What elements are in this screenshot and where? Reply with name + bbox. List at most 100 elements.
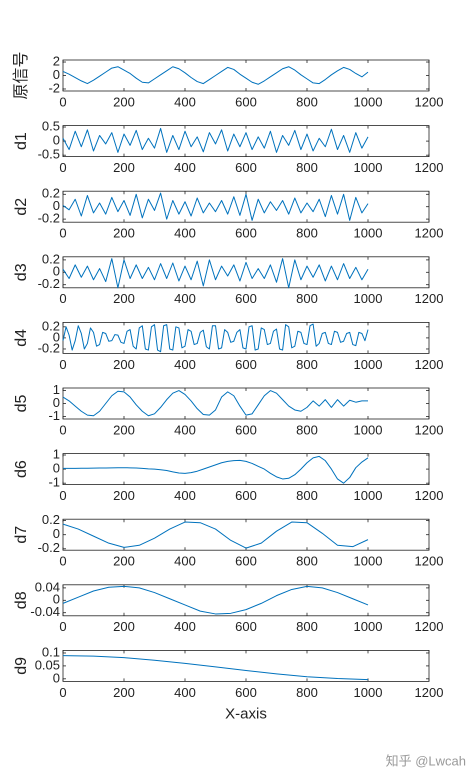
- y-axis-label: d6: [13, 460, 30, 478]
- x-tick-label: 1200: [415, 488, 444, 503]
- x-tick-label: 0: [59, 291, 66, 306]
- y-axis-label: d5: [13, 395, 30, 413]
- y-axis-label: d8: [13, 591, 30, 609]
- x-tick-label: 600: [235, 488, 257, 503]
- x-tick-label: 800: [296, 619, 318, 634]
- x-tick-label: 400: [174, 291, 196, 306]
- y-tick-label: -0.2: [38, 340, 60, 355]
- y-tick-label: 1: [53, 446, 60, 461]
- x-tick-label: 400: [174, 685, 196, 700]
- x-tick-label: 200: [113, 554, 135, 569]
- x-tick-label: 1200: [415, 554, 444, 569]
- x-tick-label: 800: [296, 291, 318, 306]
- x-tick-label: 800: [296, 422, 318, 437]
- y-tick-label: -0.2: [38, 211, 60, 226]
- y-tick-label: 0: [53, 461, 60, 476]
- x-tick-label: 200: [113, 94, 135, 109]
- watermark: 知乎 @Lwcah: [386, 753, 466, 768]
- signal-line: [62, 323, 369, 353]
- x-tick-label: 1200: [415, 422, 444, 437]
- x-tick-label: 1200: [415, 226, 444, 241]
- x-tick-label: 400: [174, 94, 196, 109]
- x-tick-label: 200: [113, 422, 135, 437]
- x-axis-label: X-axis: [225, 705, 267, 722]
- x-tick-label: 0: [59, 357, 66, 372]
- y-tick-label: 0.1: [42, 644, 60, 659]
- x-tick-label: 600: [235, 94, 257, 109]
- y-tick-label: 1: [53, 382, 60, 397]
- x-tick-label: 200: [113, 685, 135, 700]
- signal-line: [62, 66, 369, 85]
- x-tick-label: 400: [174, 554, 196, 569]
- x-tick-label: 0: [59, 685, 66, 700]
- x-tick-label: 600: [235, 619, 257, 634]
- y-tick-label: -1: [48, 475, 60, 490]
- y-tick-label: 0: [53, 395, 60, 410]
- y-tick-label: -0.5: [38, 147, 60, 162]
- x-tick-label: 200: [113, 226, 135, 241]
- x-tick-label: 1200: [415, 685, 444, 700]
- x-tick-label: 400: [174, 226, 196, 241]
- x-tick-label: 600: [235, 422, 257, 437]
- x-tick-label: 1000: [354, 422, 383, 437]
- x-tick-label: 0: [59, 619, 66, 634]
- y-axis-label: d7: [13, 526, 30, 544]
- x-tick-label: 1200: [415, 94, 444, 109]
- y-tick-label: 0: [53, 670, 60, 685]
- y-axis-label: d2: [13, 198, 30, 216]
- x-tick-label: 600: [235, 226, 257, 241]
- x-tick-label: 1000: [354, 160, 383, 175]
- x-tick-label: 0: [59, 422, 66, 437]
- y-tick-label: 2: [53, 53, 60, 68]
- x-tick-label: 200: [113, 488, 135, 503]
- x-tick-label: 1200: [415, 160, 444, 175]
- y-tick-label: -0.04: [30, 604, 60, 619]
- signal-line: [62, 655, 369, 681]
- x-tick-label: 400: [174, 488, 196, 503]
- y-tick-label: 0.04: [35, 579, 60, 594]
- x-tick-label: 0: [59, 160, 66, 175]
- x-tick-label: 600: [235, 160, 257, 175]
- signal-line: [62, 521, 369, 549]
- x-tick-label: 600: [235, 554, 257, 569]
- x-tick-label: 800: [296, 554, 318, 569]
- x-tick-label: 400: [174, 357, 196, 372]
- y-tick-label: 0: [53, 67, 60, 82]
- y-tick-label: 0: [53, 592, 60, 607]
- signal-line: [62, 192, 369, 221]
- x-tick-label: 0: [59, 226, 66, 241]
- x-tick-label: 400: [174, 619, 196, 634]
- x-tick-label: 1000: [354, 619, 383, 634]
- x-tick-label: 600: [235, 685, 257, 700]
- y-axis-label: d3: [13, 263, 30, 281]
- y-tick-label: 0.2: [42, 512, 60, 527]
- y-tick-label: 0: [53, 526, 60, 541]
- y-tick-label: 0.2: [42, 186, 60, 201]
- x-tick-label: 1000: [354, 685, 383, 700]
- x-tick-label: 1000: [354, 226, 383, 241]
- x-tick-label: 800: [296, 488, 318, 503]
- x-tick-label: 400: [174, 160, 196, 175]
- y-axis-label: d9: [13, 657, 30, 675]
- x-tick-label: 1000: [354, 554, 383, 569]
- y-tick-label: 0.2: [42, 251, 60, 266]
- x-tick-label: 1200: [415, 619, 444, 634]
- signal-line: [63, 455, 369, 484]
- y-axis-label: d1: [13, 132, 30, 150]
- x-tick-label: 1000: [354, 488, 383, 503]
- x-tick-label: 200: [113, 291, 135, 306]
- x-tick-label: 800: [296, 160, 318, 175]
- y-tick-label: -0.2: [38, 540, 60, 555]
- x-tick-label: 0: [59, 488, 66, 503]
- y-tick-label: 0.05: [35, 657, 60, 672]
- y-tick-label: 0: [53, 264, 60, 279]
- x-tick-label: 800: [296, 226, 318, 241]
- x-tick-label: 200: [113, 160, 135, 175]
- signal-line: [62, 258, 369, 289]
- y-axis-label: 原信号: [12, 51, 30, 99]
- y-tick-label: 0: [53, 198, 60, 213]
- signal-line: [62, 127, 369, 153]
- x-tick-label: 0: [59, 554, 66, 569]
